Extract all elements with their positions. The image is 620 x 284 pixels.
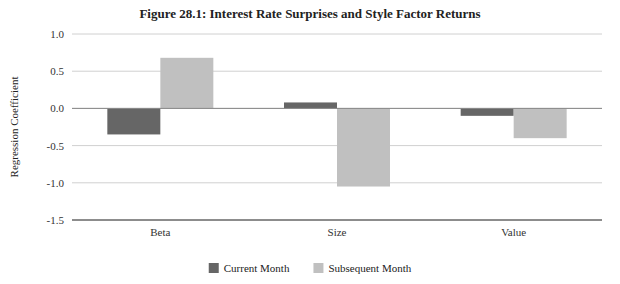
legend-label: Current Month: [224, 262, 290, 274]
chart: Figure 28.1: Interest Rate Surprises and…: [0, 0, 620, 284]
y-tick-label: 0.5: [50, 65, 64, 77]
bar: [284, 102, 337, 108]
legend-label: Subsequent Month: [328, 262, 411, 274]
y-tick-label: 0.0: [50, 102, 64, 114]
x-tick-label: Size: [328, 226, 347, 238]
bar: [461, 108, 514, 115]
legend-item: Current Month: [209, 262, 290, 274]
bar: [337, 108, 390, 186]
bar: [160, 58, 213, 109]
y-tick-label: 1.0: [50, 28, 64, 40]
legend-swatch: [209, 263, 219, 273]
x-tick-label: Beta: [150, 226, 170, 238]
x-axis-line: [72, 220, 602, 221]
grid-line: [72, 108, 602, 109]
bar: [107, 108, 160, 134]
legend-swatch: [313, 263, 323, 273]
legend: Current Month Subsequent Month: [209, 262, 412, 274]
legend-item: Subsequent Month: [313, 262, 411, 274]
y-axis-label: Regression Coefficient: [8, 77, 20, 178]
bar: [514, 108, 567, 138]
x-tick-label: Value: [501, 226, 526, 238]
grid-line: [72, 71, 602, 72]
bars: [107, 58, 566, 187]
title: Figure 28.1: Interest Rate Surprises and…: [139, 6, 480, 21]
grid: [72, 34, 602, 220]
y-tick-label: -0.5: [47, 140, 65, 152]
grid-line: [72, 220, 602, 221]
zero-line: [72, 108, 602, 109]
y-tick-label: -1.0: [47, 177, 65, 189]
grid-line: [72, 34, 602, 35]
y-tick-label: -1.5: [47, 214, 65, 226]
